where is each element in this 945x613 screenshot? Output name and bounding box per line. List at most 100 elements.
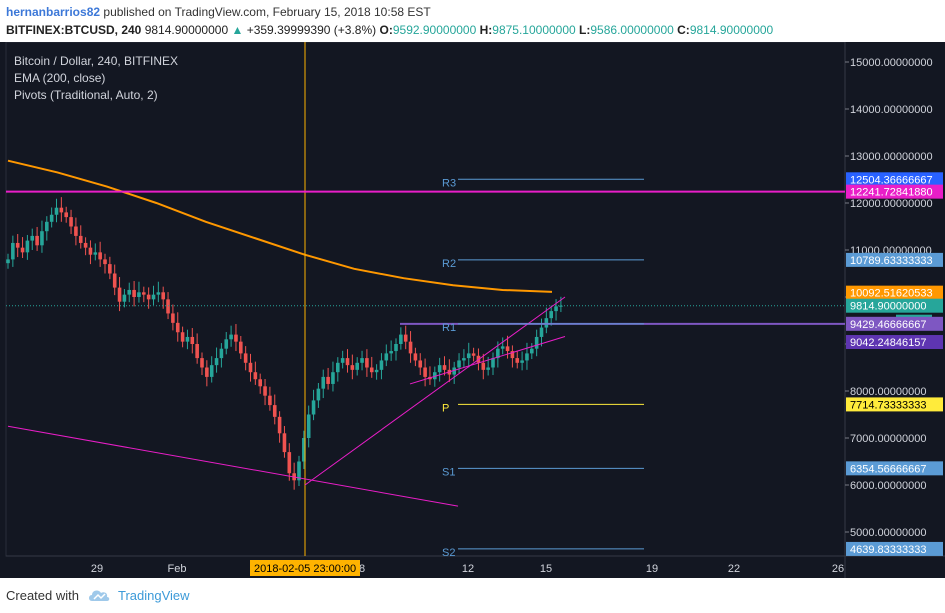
candle-body [205,367,209,377]
magenta-price-tag-bg [846,184,943,199]
y-tick-label: 7000.00000000 [850,433,926,445]
candle-body [171,313,175,323]
candle-body [491,358,495,368]
pivot-tag-s2: 4639.83333333 [850,544,926,556]
tradingview-brand[interactable]: TradingView [118,588,190,603]
y-tick-label: 6000.00000000 [850,480,926,492]
candle-body [45,221,49,232]
x-tick-label: 12 [462,563,474,575]
candle-body [142,292,146,295]
purple-price-tag: 9429.46666667 [850,319,926,331]
candle-body [549,311,553,319]
candle-body [413,353,418,361]
pivot-label-s2: S2 [442,547,455,559]
candle-body [336,362,340,373]
crosshair-date-label: 2018-02-05 23:00:00 [254,563,356,575]
pivot-label-r3: R3 [442,177,456,189]
candle-body [408,341,413,354]
pivot-tag-p-bg [846,397,943,412]
candle-body [243,353,248,363]
candle-body [345,358,350,366]
x-tick-label: 19 [646,563,658,575]
candle-body [88,247,93,255]
candle-body [530,348,534,354]
author-link[interactable]: hernanbarrios82 [6,5,101,19]
pivot-tag-s1: 6354.56666667 [850,463,926,475]
candle-body [525,353,529,361]
pivot-tag-s1-bg [846,461,943,476]
candle-body [534,336,539,349]
candle-body [466,353,471,359]
up-arrow-icon: ▲ [231,23,244,37]
open-label: O: [379,23,393,37]
publish-info: hernanbarrios82 published on TradingView… [6,5,431,19]
candle-body [355,362,359,370]
candle-body [59,207,64,213]
chart-area[interactable]: 15000.00000000 14000.00000000 13000.000000… [0,41,945,578]
ema-price-tag: 10092.51620533 [850,288,933,300]
candle-body [78,235,83,243]
pivot-label-r2: R2 [442,258,456,270]
magenta-price-tag: 12241.72841880 [850,187,933,199]
candle-body [520,360,524,363]
candle-body [452,367,456,375]
low-value: 9586.00000000 [590,23,674,37]
symbol-quote: BITFINEX:BTCUSD, 240 9814.90000000 ▲ +35… [6,23,773,37]
candle-body [510,351,515,359]
candle-body [539,327,544,337]
candle-body [83,242,88,248]
candle-body [394,344,398,352]
candle-body [471,353,476,356]
candle-body [40,231,44,246]
candle-body [365,358,369,368]
candle-body [190,336,195,344]
candle-body [103,259,107,265]
price-chart[interactable]: 15000.00000000 14000.00000000 13000.000000… [0,41,945,578]
tradingview-cloud-icon [89,590,110,601]
candle-body [462,358,466,361]
pivot-label-s1: S1 [442,466,455,478]
legend-ema: EMA (200, close) [14,71,105,85]
candle-body [195,344,199,359]
candle-body [49,214,54,222]
x-tick-label: Feb [168,563,187,575]
candle-body [311,400,316,415]
high-label: H: [479,23,493,37]
candle-body [442,365,447,370]
candle-body [151,294,156,300]
pivot-tag-r3-bg [846,172,943,187]
purple-price-tag-bg [846,316,943,331]
candle-body [108,264,112,274]
symbol-line: BITFINEX:BTCUSD, 240 [6,23,142,37]
crosshair-date-bg [250,560,360,576]
candle-body [496,348,500,359]
y-tick-label: 8000.00000000 [850,386,926,398]
candle-body [302,438,306,462]
close-label: C: [677,23,690,37]
y-tick-label: 14000.00000000 [850,104,933,116]
candle-body [64,212,68,218]
pivot-tag-r2-bg [846,252,943,267]
plot-area [5,41,846,557]
candle-body [239,341,243,354]
candle-body [185,336,190,342]
candle-body [418,360,423,368]
candle-body [360,358,364,363]
candle-body [437,365,442,373]
legend-pivots: Pivots (Traditional, Auto, 2) [14,88,158,102]
candle-body [69,217,73,227]
channel-lower-line [304,296,566,486]
last-price-tag: 9814.90000000 [850,301,926,313]
x-tick-label: 8 [359,563,365,575]
pivot-tag-r2: 10789.63333333 [850,255,933,267]
x-tick-label: 22 [728,563,740,575]
candle-body [258,379,262,387]
candle-body [272,405,277,417]
candle-body [399,334,403,344]
y-tick-label: 15000.00000000 [850,57,933,69]
candle-body [175,322,180,333]
candle-body [326,376,330,384]
x-tick-label: 29 [91,563,103,575]
candle-body [93,252,98,255]
y-tick-label: 5000.00000000 [850,527,926,539]
